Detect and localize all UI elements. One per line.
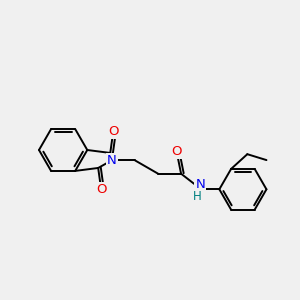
Text: O: O bbox=[96, 183, 106, 196]
Text: O: O bbox=[108, 125, 119, 138]
Text: N: N bbox=[195, 178, 205, 191]
Text: O: O bbox=[171, 145, 182, 158]
Text: N: N bbox=[107, 154, 116, 167]
Text: H: H bbox=[193, 190, 201, 202]
